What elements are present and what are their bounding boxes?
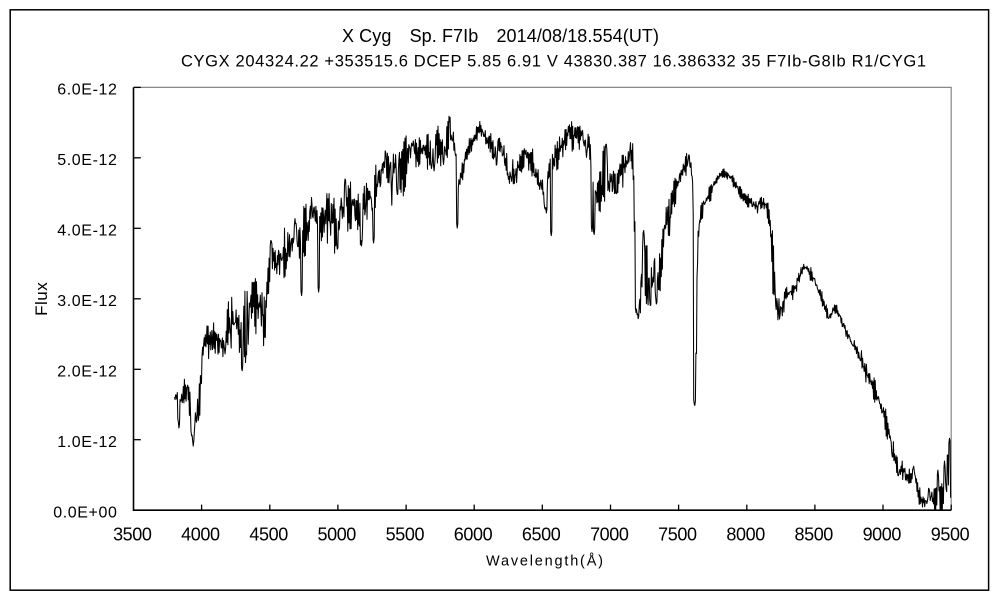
svg-text:4500: 4500 — [249, 524, 288, 544]
svg-text:CYGX 204324.22 +353515.6 DCEP: CYGX 204324.22 +353515.6 DCEP 5.85 6.91 … — [181, 53, 926, 71]
svg-text:6500: 6500 — [522, 524, 561, 544]
svg-text:4000: 4000 — [181, 524, 220, 544]
svg-text:X Cyg Sp. F7Ib 2014/08/18.55: X Cyg Sp. F7Ib 2014/08/18.554(UT) — [342, 26, 659, 46]
svg-text:3.0E-12: 3.0E-12 — [57, 293, 117, 310]
svg-text:5000: 5000 — [317, 524, 356, 544]
svg-text:2.0E-12: 2.0E-12 — [57, 364, 117, 381]
svg-text:Flux: Flux — [32, 282, 51, 316]
svg-text:7000: 7000 — [590, 524, 629, 544]
svg-text:6.0E-12: 6.0E-12 — [57, 82, 117, 99]
svg-text:9500: 9500 — [931, 524, 970, 544]
svg-text:3500: 3500 — [113, 524, 152, 544]
svg-text:6000: 6000 — [454, 524, 493, 544]
svg-text:8500: 8500 — [794, 524, 833, 544]
svg-text:0.0E+00: 0.0E+00 — [53, 504, 117, 521]
svg-text:7500: 7500 — [658, 524, 697, 544]
svg-text:Wavelength(Å): Wavelength(Å) — [486, 552, 603, 569]
svg-text:4.0E-12: 4.0E-12 — [57, 223, 117, 240]
svg-text:8000: 8000 — [726, 524, 765, 544]
svg-text:9000: 9000 — [863, 524, 902, 544]
svg-text:1.0E-12: 1.0E-12 — [57, 434, 117, 451]
svg-text:5.0E-12: 5.0E-12 — [57, 152, 117, 169]
svg-text:5500: 5500 — [386, 524, 425, 544]
